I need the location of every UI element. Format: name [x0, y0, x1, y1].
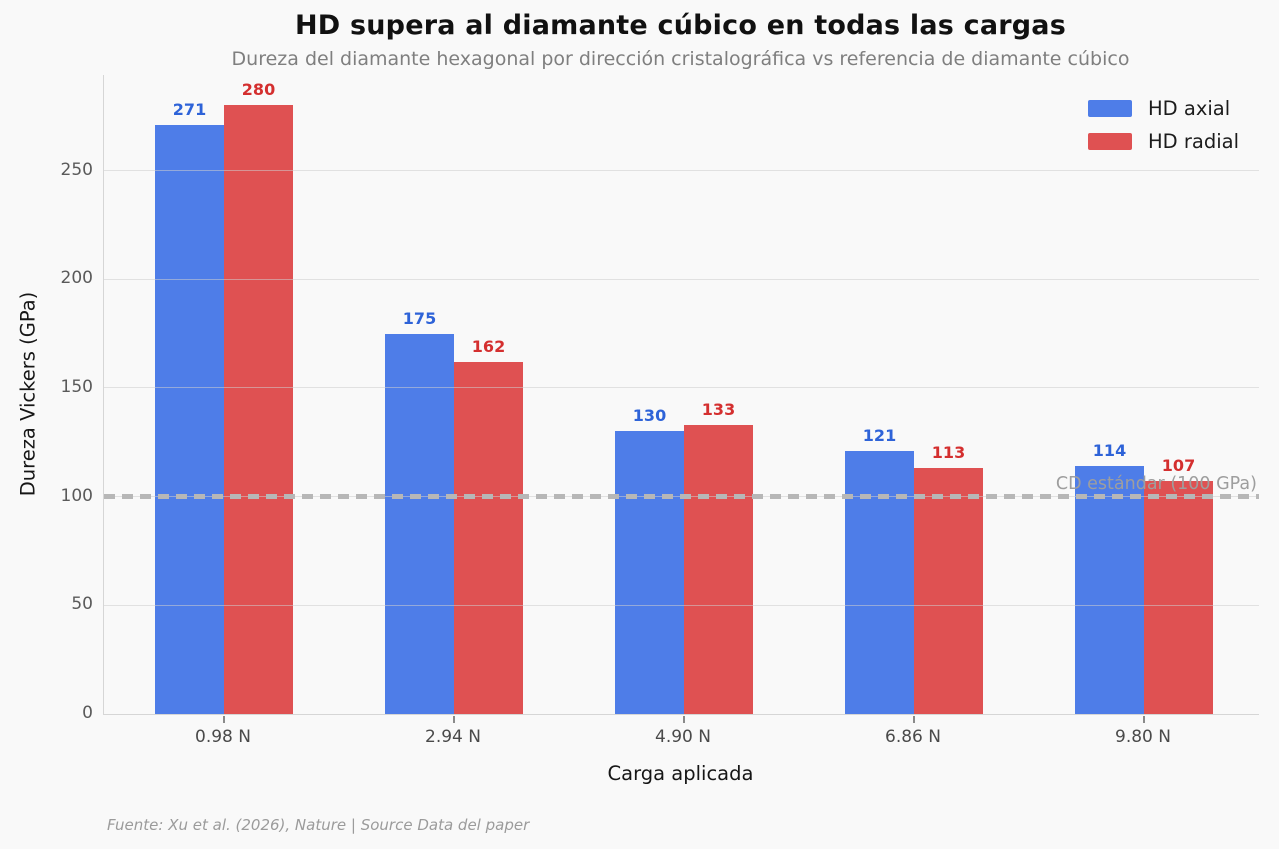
bar-hd-radial-6-86-n — [914, 468, 983, 714]
bar-value-label-hd-axial-4-90-n: 130 — [632, 406, 667, 426]
bar-value-label-hd-radial-2-94-n: 162 — [471, 336, 506, 356]
bar-value-label-hd-radial-6-86-n: 113 — [931, 443, 966, 463]
legend: HD axial HD radial — [1088, 97, 1239, 153]
bar-hd-axial-4-90-n — [615, 431, 684, 714]
bar-value-label-hd-axial-2-94-n: 175 — [402, 308, 437, 328]
reference-line-label: CD estándar (100 GPa) — [1055, 473, 1257, 494]
gridline-200 — [104, 278, 1259, 280]
x-tick-label-4-90-n: 4.90 N — [655, 727, 711, 747]
x-tick-4-90-n — [683, 716, 685, 723]
x-tick-label-0-98-n: 0.98 N — [195, 727, 251, 747]
chart-title: HD supera al diamante cúbico en todas la… — [294, 10, 1067, 41]
x-tick-0-98-n — [223, 716, 225, 723]
legend-label-hd-axial: HD axial — [1148, 97, 1231, 120]
bar-hd-axial-0-98-n — [155, 125, 224, 714]
bar-hd-axial-9-80-n — [1075, 466, 1144, 714]
x-tick-label-6-86-n: 6.86 N — [885, 727, 941, 747]
gridline-50 — [104, 604, 1259, 606]
legend-label-hd-radial: HD radial — [1148, 130, 1240, 153]
bar-value-label-hd-radial-4-90-n: 133 — [701, 399, 736, 419]
bar-value-label-hd-axial-9-80-n: 114 — [1092, 441, 1127, 461]
x-tick-label-2-94-n: 2.94 N — [425, 727, 481, 747]
gridline-150 — [104, 387, 1259, 389]
footer-note: Fuente: Xu et al. (2026), Nature | Sourc… — [107, 816, 530, 834]
legend-swatch-hd-axial — [1088, 100, 1132, 117]
bar-hd-axial-6-86-n — [845, 451, 914, 714]
x-tick-2-94-n — [453, 716, 455, 723]
plot-area: 271 280 175 162 130 133 121 113 114 107 CD estánda… — [103, 75, 1259, 723]
x-axis-label: Carga aplicada — [607, 762, 754, 785]
chart-subtitle: Dureza del diamante hexagonal por direcc… — [231, 48, 1130, 70]
x-tick-9-80-n — [1143, 716, 1145, 723]
x-tick-6-86-n — [913, 716, 915, 723]
bar-hd-radial-0-98-n — [224, 105, 293, 714]
legend-item-hd-axial: HD axial — [1088, 97, 1239, 120]
bar-hd-radial-4-90-n — [684, 424, 753, 714]
bar-value-label-hd-radial-9-80-n: 107 — [1161, 456, 1196, 476]
bar-value-label-hd-radial-0-98-n: 280 — [241, 80, 276, 100]
y-tick-label-50: 50 — [71, 594, 93, 615]
y-tick-label-250: 250 — [60, 159, 93, 180]
x-tick-label-9-80-n: 9.80 N — [1115, 727, 1171, 747]
legend-item-hd-radial: HD radial — [1088, 130, 1239, 153]
bar-hd-radial-9-80-n — [1144, 481, 1213, 714]
bar-hd-axial-2-94-n — [385, 333, 454, 714]
gridline-250 — [104, 170, 1259, 172]
reference-line — [104, 494, 1259, 500]
bar-value-label-hd-axial-0-98-n: 271 — [172, 100, 207, 119]
y-tick-label-200: 200 — [60, 268, 93, 289]
y-tick-label-150: 150 — [60, 376, 93, 397]
y-tick-label-100: 100 — [60, 485, 93, 506]
y-tick-label-0: 0 — [82, 703, 93, 723]
bar-hd-radial-2-94-n — [454, 361, 523, 714]
legend-swatch-hd-radial — [1088, 133, 1132, 150]
bar-value-label-hd-axial-6-86-n: 121 — [862, 426, 897, 446]
